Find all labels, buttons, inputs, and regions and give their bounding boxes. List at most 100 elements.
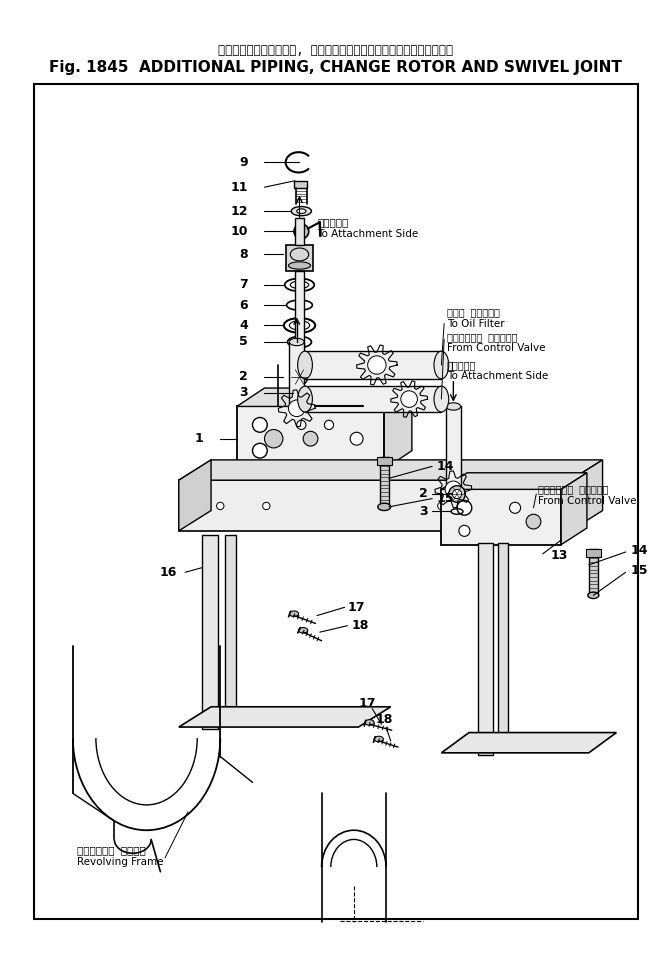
Ellipse shape	[297, 209, 306, 213]
Circle shape	[217, 502, 224, 510]
Ellipse shape	[449, 486, 465, 502]
Text: 8: 8	[240, 248, 248, 261]
Circle shape	[303, 431, 318, 446]
Bar	[294, 181, 307, 188]
Text: 15: 15	[437, 492, 454, 505]
Circle shape	[294, 224, 309, 239]
Text: 2: 2	[239, 370, 248, 384]
Text: 増　　　　設パイピング, チェンジ　ロータおよびスイベルジョイント: 増 設パイピング, チェンジ ロータおよびスイベルジョイント	[218, 44, 453, 58]
Text: To Attachment Side: To Attachment Side	[317, 229, 418, 239]
Polygon shape	[237, 388, 412, 407]
Bar	[588, 549, 598, 594]
Text: Revolving Frame: Revolving Frame	[77, 857, 164, 868]
Ellipse shape	[289, 262, 311, 269]
Text: 作業機側へ: 作業機側へ	[447, 360, 476, 370]
Text: コントロール バルブから: コントロール バルブから	[447, 333, 517, 342]
Ellipse shape	[378, 503, 391, 511]
Bar	[305, 387, 442, 412]
Polygon shape	[570, 460, 603, 531]
Circle shape	[382, 502, 390, 510]
Ellipse shape	[299, 628, 308, 633]
Circle shape	[401, 390, 417, 408]
Bar	[377, 457, 392, 466]
Text: 17: 17	[348, 601, 365, 614]
Text: コントロール バルブから: コントロール バルブから	[538, 484, 609, 495]
Text: 3: 3	[419, 505, 427, 518]
Ellipse shape	[295, 372, 304, 382]
Circle shape	[262, 502, 270, 510]
Text: 10: 10	[230, 225, 248, 238]
Text: 5: 5	[239, 335, 248, 348]
Circle shape	[493, 502, 501, 510]
Polygon shape	[178, 460, 603, 480]
Text: 11: 11	[230, 180, 248, 194]
Bar	[305, 351, 442, 379]
Ellipse shape	[291, 206, 311, 216]
Ellipse shape	[452, 490, 462, 498]
Polygon shape	[561, 472, 587, 545]
Bar	[586, 549, 601, 556]
Circle shape	[252, 443, 267, 458]
Circle shape	[526, 514, 541, 529]
Bar	[286, 245, 313, 271]
Text: 9: 9	[240, 156, 248, 169]
Circle shape	[457, 500, 472, 515]
Text: レボルビング フレーム: レボルビング フレーム	[77, 845, 146, 855]
Text: 14: 14	[630, 544, 648, 556]
Text: 17: 17	[359, 697, 376, 710]
Circle shape	[437, 502, 445, 510]
Circle shape	[289, 400, 305, 416]
Circle shape	[297, 420, 306, 430]
Bar	[295, 271, 304, 382]
Ellipse shape	[434, 387, 449, 412]
Circle shape	[459, 525, 470, 536]
Ellipse shape	[434, 351, 449, 379]
Polygon shape	[178, 707, 391, 727]
Text: オイル フィルタへ: オイル フィルタへ	[447, 308, 500, 317]
Circle shape	[368, 356, 386, 374]
Text: 12: 12	[230, 204, 248, 218]
Bar	[237, 407, 384, 469]
Ellipse shape	[289, 611, 299, 617]
Ellipse shape	[289, 338, 304, 346]
Text: 4: 4	[239, 319, 248, 332]
Text: 6: 6	[240, 299, 248, 311]
Text: 7: 7	[239, 279, 248, 291]
Text: 3: 3	[240, 387, 248, 399]
Circle shape	[445, 481, 462, 497]
Text: 18: 18	[351, 619, 368, 632]
Circle shape	[350, 432, 363, 445]
Polygon shape	[178, 460, 211, 531]
Text: Fig. 1845  ADDITIONAL PIPING, CHANGE ROTOR AND SWIVEL JOINT: Fig. 1845 ADDITIONAL PIPING, CHANGE ROTO…	[49, 60, 622, 75]
Polygon shape	[178, 480, 570, 531]
Circle shape	[324, 420, 333, 430]
Text: 13: 13	[550, 549, 568, 562]
Ellipse shape	[446, 486, 461, 493]
Ellipse shape	[374, 736, 383, 741]
Polygon shape	[442, 733, 617, 753]
Circle shape	[509, 502, 521, 513]
Ellipse shape	[298, 351, 313, 379]
Bar	[295, 218, 304, 245]
Ellipse shape	[291, 368, 308, 386]
Text: 16: 16	[160, 566, 177, 578]
Text: From Control Valve: From Control Valve	[538, 496, 637, 506]
Ellipse shape	[298, 387, 313, 412]
Bar	[289, 342, 304, 409]
Text: 1: 1	[195, 432, 204, 445]
Ellipse shape	[446, 403, 461, 410]
Ellipse shape	[588, 592, 599, 599]
Text: To Oil Filter: To Oil Filter	[447, 318, 505, 329]
Ellipse shape	[365, 720, 374, 725]
Text: 作業機側へ: 作業機側へ	[317, 217, 348, 228]
Polygon shape	[442, 472, 587, 490]
Bar	[225, 535, 236, 710]
Polygon shape	[384, 388, 412, 469]
Text: 14: 14	[437, 460, 454, 472]
Bar	[446, 407, 461, 490]
Bar	[380, 457, 389, 505]
Bar	[442, 490, 561, 545]
Bar	[202, 535, 219, 729]
Text: 15: 15	[630, 564, 648, 576]
Circle shape	[264, 430, 283, 448]
